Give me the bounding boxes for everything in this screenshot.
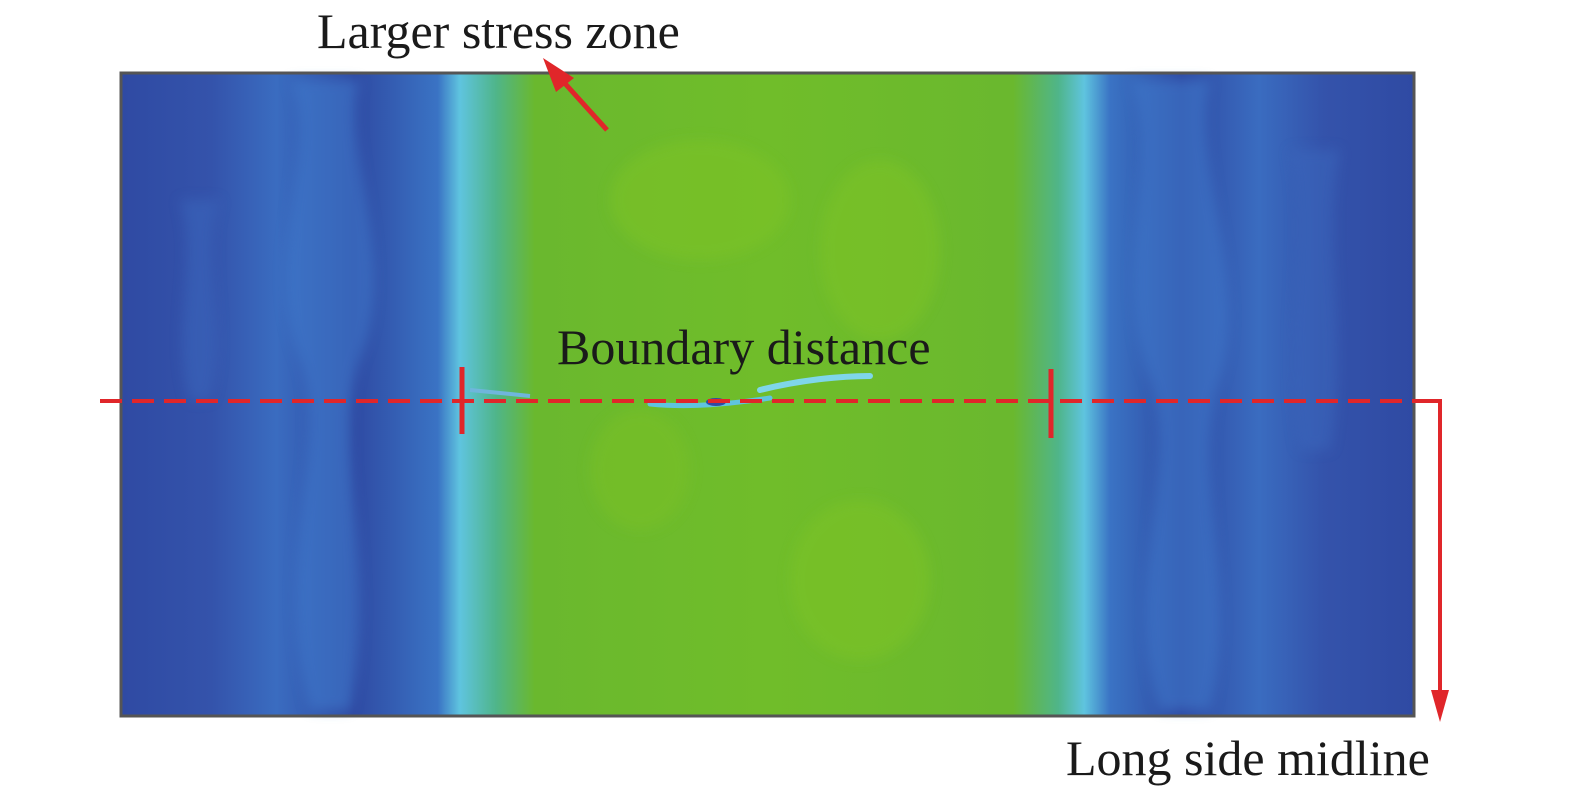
- stress-contour-plate: [119, 71, 1416, 718]
- boundary-distance-label: Boundary distance: [557, 319, 931, 375]
- larger-stress-zone-label: Larger stress zone: [317, 3, 680, 59]
- long-side-midline-marker: [100, 399, 1449, 722]
- boundary-distance-marker: [459, 367, 1054, 438]
- down-arrow-icon: [1431, 690, 1449, 722]
- long-side-midline-label: Long side midline: [1066, 730, 1430, 786]
- arrow-icon: [543, 58, 609, 132]
